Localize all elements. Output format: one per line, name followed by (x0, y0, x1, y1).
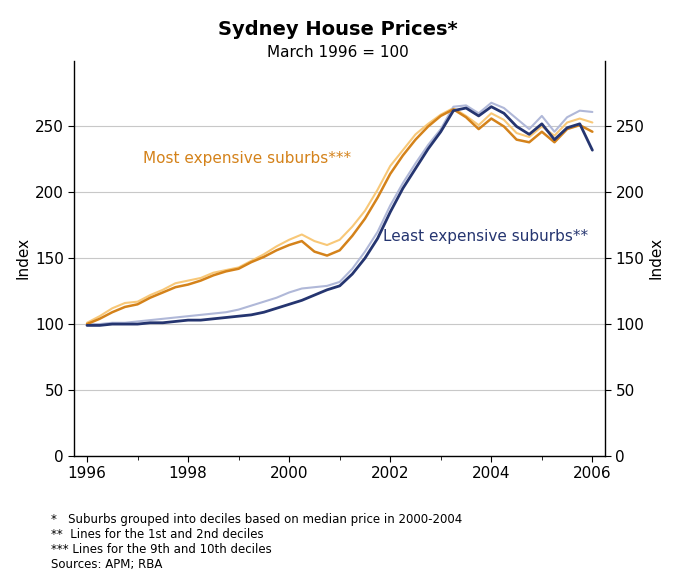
Text: March 1996 = 100: March 1996 = 100 (267, 45, 409, 60)
Y-axis label: Index: Index (648, 237, 663, 279)
Text: Sydney House Prices*: Sydney House Prices* (218, 20, 458, 39)
Y-axis label: Index: Index (16, 237, 31, 279)
Text: *   Suburbs grouped into deciles based on median price in 2000-2004
**  Lines fo: * Suburbs grouped into deciles based on … (51, 513, 462, 571)
Text: Most expensive suburbs***: Most expensive suburbs*** (143, 151, 351, 166)
Text: Least expensive suburbs**: Least expensive suburbs** (383, 229, 587, 244)
